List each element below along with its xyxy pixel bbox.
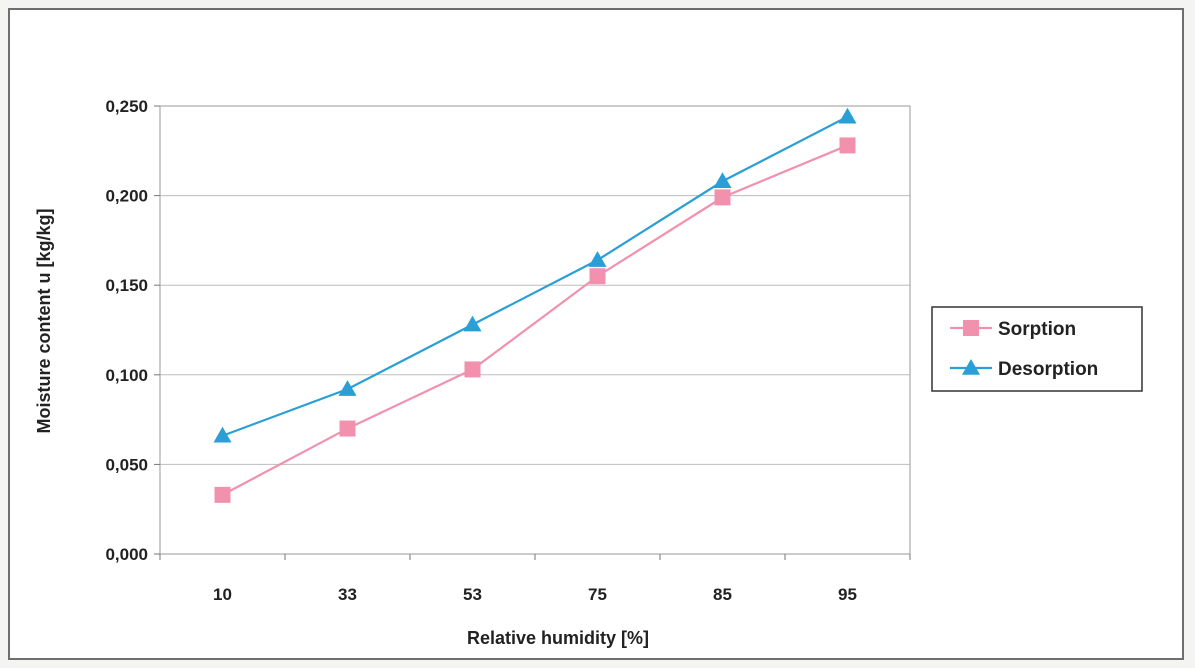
sorption-point [464,361,481,378]
sorption-point [214,486,231,503]
y-tick-label: 0,050 [105,455,148,474]
desorption-line [222,115,849,437]
desorption-point [338,380,357,396]
desorption-point [713,172,732,189]
legend-sorption-label: Sorption [998,319,1076,340]
x-axis-title: Relative humidity [%] [467,628,649,648]
y-axis-title: Moisture content u [kg/kg] [34,209,54,434]
x-tick-label: 85 [713,585,732,604]
y-tick-label: 0,250 [105,97,148,116]
y-tick-label: 0,200 [105,187,148,206]
series-desorption [213,107,857,443]
y-tick-label: 0,000 [105,545,148,564]
x-axis: 10 33 53 75 85 95 [159,554,911,604]
desorption-point [588,251,607,267]
sorption-point [714,189,731,206]
legend-sorption-marker [963,320,979,336]
legend: Sorption Desorption [931,306,1143,392]
sorption-point [339,420,356,437]
sorption-point [839,137,856,154]
desorption-point [213,426,232,443]
x-tick-label: 33 [338,585,357,604]
y-axis: 0,000 0,050 0,100 0,150 0,200 0,250 [105,97,160,564]
y-tick-label: 0,100 [105,366,148,385]
desorption-point [463,315,482,332]
legend-desorption-label: Desorption [998,359,1098,380]
x-tick-label: 10 [213,585,232,604]
gridlines [160,195,910,465]
x-tick-label: 95 [838,585,857,604]
sorption-line [221,144,848,496]
x-tick-label: 53 [463,585,482,604]
y-tick-label: 0,150 [105,276,148,295]
series-sorption [214,137,856,503]
legend-desorption-marker [962,359,980,375]
desorption-point [838,107,857,124]
series-group [213,107,857,503]
sorption-point [589,268,606,285]
plot-area [159,105,911,555]
x-tick-label: 75 [588,585,607,604]
